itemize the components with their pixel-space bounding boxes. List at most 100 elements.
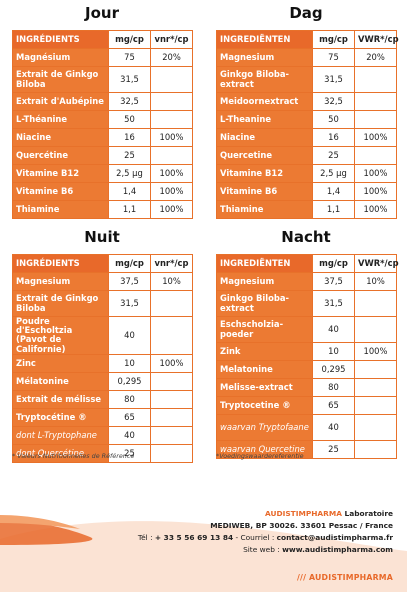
table-row: Quercétine 25 [12, 146, 193, 165]
header-ingredients: INGREDIËNTEN [216, 254, 313, 273]
ingredient-mg: 40 [108, 316, 151, 355]
ingredient-name: Tryptocétine ® [12, 407, 109, 427]
table-row: Tryptocétine ® 65 [12, 407, 193, 427]
table-nuit: INGRÉDIENTS mg/cp vnr*/cp Magnesium 37,5 10% E… [12, 254, 193, 463]
footer-wave-decoration [0, 515, 407, 592]
ingredient-mg: 1,1 [108, 200, 151, 219]
ingredient-name: Vitamine B6 [216, 182, 313, 201]
ingredient-name: Tryptocetine ® [216, 396, 313, 415]
ingredient-name: L-Théanine [12, 110, 109, 129]
footnote-nl: *Voedingswaardereferentie [216, 452, 304, 460]
ingredient-name: Zink [216, 342, 313, 361]
ingredient-vnr [150, 66, 193, 93]
phone-label: Tél : [137, 533, 153, 542]
ingredient-name: Vitamine B6 [12, 182, 109, 201]
ingredient-name: Ginkgo Biloba-extract [216, 66, 313, 93]
ingredient-name: Zinc [12, 353, 109, 373]
company-website-line: Site web : www.audistimpharma.com [243, 545, 393, 554]
ingredient-name: Melisse-extract [216, 378, 313, 397]
table-row: L-Théanine 50 [12, 110, 193, 129]
ingredient-name: Meidoornextract [216, 92, 313, 111]
website-label: Site web : [243, 545, 280, 554]
ingredient-name: Ginkgo Biloba-extract [216, 290, 313, 317]
ingredient-vnr [354, 110, 397, 129]
table-row: Vitamine B12 2,5 µg 100% [216, 164, 397, 183]
ingredient-name: Poudre d'Escholtzia (Pavot de Californie… [12, 316, 109, 355]
ingredient-vnr [150, 425, 193, 445]
ingredient-vnr [150, 92, 193, 111]
phone-number[interactable]: + 33 5 56 69 13 84 [154, 533, 234, 542]
ingredient-vnr [354, 440, 397, 459]
ingredient-name: Vitamine B12 [216, 164, 313, 183]
ingredient-mg: 80 [312, 378, 355, 397]
table-row: Extrait de Ginkgo Biloba 31,5 [12, 66, 193, 93]
title-jour: Jour [85, 4, 119, 22]
table-row: Niacine 16 100% [12, 128, 193, 147]
ingredient-vnr: 20% [354, 48, 397, 67]
ingredient-vnr: 100% [150, 182, 193, 201]
header-mg: mg/cp [108, 30, 151, 49]
ingredient-vnr: 100% [150, 164, 193, 183]
header-vnr: vnr*/cp [150, 30, 193, 49]
ingredient-mg: 31,5 [312, 290, 355, 317]
table-row: Poudre d'Escholtzia (Pavot de Californie… [12, 316, 193, 355]
ingredient-vnr [354, 92, 397, 111]
ingredient-name: Quercétine [12, 146, 109, 165]
header-mg: mg/cp [108, 254, 151, 273]
ingredient-name: Extrait d'Aubépine [12, 92, 109, 111]
ingredient-vnr [354, 290, 397, 317]
table-row: Vitamine B12 2,5 µg 100% [12, 164, 193, 183]
table-row: Thiamine 1,1 100% [12, 200, 193, 219]
company-contact-line: Tél : + 33 5 56 69 13 84 - Courriel : co… [138, 533, 393, 542]
email-link[interactable]: contact@audistimpharma.fr [276, 533, 393, 542]
ingredient-mg: 31,5 [108, 290, 151, 317]
ingredient-mg: 65 [312, 396, 355, 415]
table-row: dont L-Tryptophane 40 [12, 425, 193, 445]
ingredient-vnr: 100% [354, 182, 397, 201]
ingredient-name: Magnesium [216, 48, 313, 67]
table-row: waarvan Quercetine 25 [216, 440, 397, 459]
ingredient-name: Extrait de mélisse [12, 389, 109, 409]
header-ingredients: INGREDIËNTEN [216, 30, 313, 49]
table-jour: INGRÉDIENTS mg/cp vnr*/cp Magnésium 75 20% Ext… [12, 30, 193, 219]
company-brand: AUDISTIMPHARMA [264, 509, 342, 518]
table-row: Extrait de Ginkgo Biloba 31,5 [12, 290, 193, 317]
ingredient-mg: 25 [312, 146, 355, 165]
table-nacht: INGREDIËNTEN mg/cp VWR*/cp Magnesium 37,5 10%… [216, 254, 399, 459]
table-row: Mélatonine 0,295 [12, 371, 193, 391]
title-nacht: Nacht [281, 228, 331, 246]
ingredient-name: Extrait de Ginkgo Biloba [12, 66, 109, 93]
ingredient-vnr: 100% [354, 164, 397, 183]
header-vnr: VWR*/cp [354, 254, 399, 273]
ingredient-mg: 25 [108, 443, 151, 463]
table-row: Vitamine B6 1,4 100% [216, 182, 397, 201]
ingredient-mg: 16 [108, 128, 151, 147]
ingredient-vnr [150, 443, 193, 463]
table-row: Tryptocetine ® 65 [216, 396, 397, 415]
ingredient-vnr [354, 360, 397, 379]
ingredient-mg: 0,295 [108, 371, 151, 391]
ingredient-mg: 1,1 [312, 200, 355, 219]
ingredient-mg: 40 [312, 414, 355, 441]
ingredient-vnr: 100% [354, 342, 397, 361]
ingredient-mg: 10 [312, 342, 355, 361]
ingredient-vnr: 100% [150, 128, 193, 147]
table-row: dont Quercétine 25 [12, 443, 193, 463]
table-dag: INGREDIËNTEN mg/cp VWR*/cp Magnesium 75 20% Gi… [216, 30, 399, 219]
ingredient-name: Extrait de Ginkgo Biloba [12, 290, 109, 317]
ingredient-mg: 25 [312, 440, 355, 459]
title-dag: Dag [289, 4, 323, 22]
ingredient-vnr: 20% [150, 48, 193, 67]
website-link[interactable]: www.audistimpharma.com [282, 545, 393, 554]
header-mg: mg/cp [312, 254, 355, 273]
ingredient-mg: 37,5 [312, 272, 355, 291]
table-row: Extrait d'Aubépine 32,5 [12, 92, 193, 111]
ingredient-mg: 50 [108, 110, 151, 129]
table-row: Melatonine 0,295 [216, 360, 397, 379]
ingredient-vnr [150, 316, 193, 355]
ingredient-vnr: 10% [150, 272, 193, 291]
ingredient-vnr [150, 110, 193, 129]
ingredient-name: Niacine [12, 128, 109, 147]
table-row: Ginkgo Biloba-extract 31,5 [216, 290, 397, 317]
header-vnr: VWR*/cp [354, 30, 399, 49]
